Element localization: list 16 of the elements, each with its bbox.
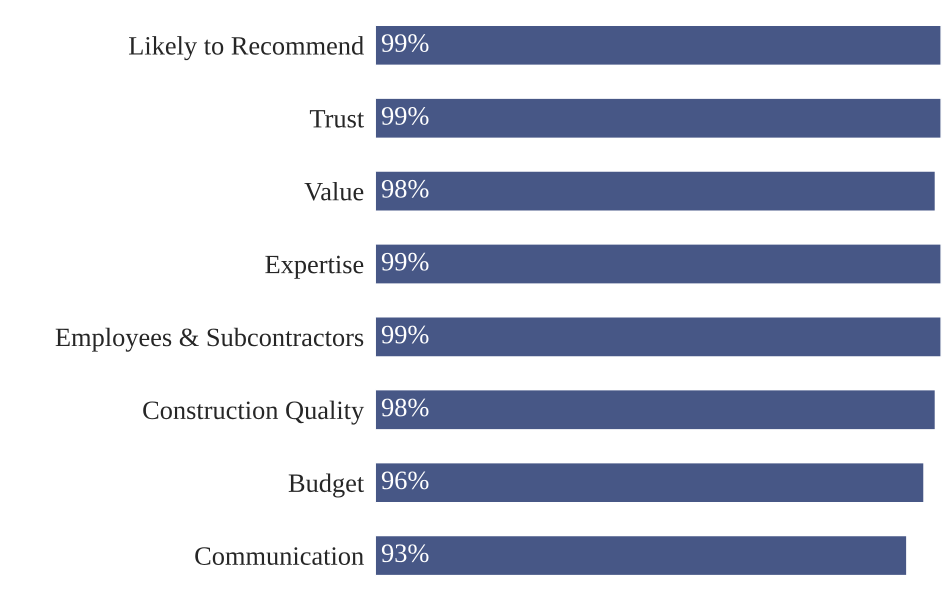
y-tick-label: Expertise (265, 256, 364, 279)
data-label: 99% (382, 107, 428, 125)
data-label: 99% (382, 252, 428, 271)
y-tick-label: Budget (288, 474, 364, 498)
data-label: 96% (382, 471, 428, 490)
y-tick-label: Trust (310, 110, 364, 128)
data-label: 99% (382, 34, 428, 52)
data-label: 99% (382, 326, 428, 344)
data-label: 98% (382, 180, 428, 198)
data-label: 98% (382, 398, 428, 416)
y-tick-label: Construction Quality (143, 400, 364, 425)
y-tick-label: Likely to Recommend (128, 36, 364, 60)
y-tick-label: Employees & Subcontractors (56, 328, 364, 352)
data-label: 93% (382, 544, 428, 562)
y-tick-label: Value (304, 182, 364, 201)
y-tick-label: Communication (195, 547, 364, 565)
